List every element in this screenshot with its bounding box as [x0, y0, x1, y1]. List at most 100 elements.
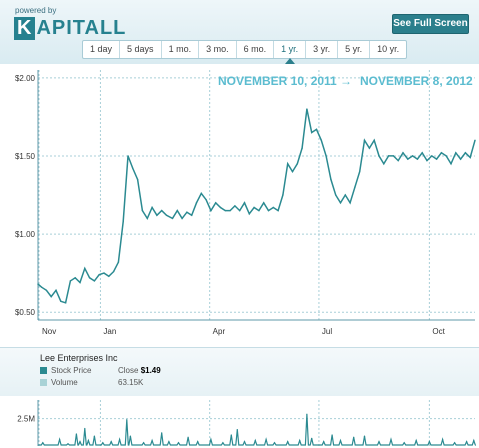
price-point — [330, 178, 332, 181]
volume-point — [84, 427, 86, 430]
y-tick-label: $1.50 — [15, 152, 36, 161]
price-point — [108, 275, 110, 277]
range-tab-3-yr[interactable]: 3 yr. — [306, 41, 339, 58]
range-tab-1-mo[interactable]: 1 mo. — [162, 41, 200, 58]
range-tab-5-yr[interactable]: 5 yr. — [338, 41, 371, 58]
volume-point — [143, 442, 145, 444]
see-full-screen-button[interactable]: See Full Screen — [392, 14, 469, 34]
price-point — [45, 289, 48, 291]
price-point — [335, 194, 337, 196]
price-series-line — [37, 108, 476, 304]
price-point — [455, 152, 457, 154]
volume-point — [79, 441, 81, 443]
price-point — [156, 214, 158, 216]
x-tick-label: Oct — [432, 327, 445, 336]
price-point — [373, 139, 375, 141]
range-selector: 1 day 5 days 1 mo. 3 mo. 6 mo. 1 yr. 3 yr. 5 yr… — [82, 40, 408, 64]
volume-point — [187, 436, 189, 438]
price-chart: $2.00 $1.50 $1.00 $0.50 Nov Jan Apr Jul Oct NOVEM… — [0, 64, 479, 347]
price-point — [186, 211, 188, 213]
kapitall-logo[interactable]: K APITALL — [14, 17, 126, 40]
close-label: Close — [118, 366, 139, 375]
date-range-start: NOVEMBER 10, 2011 — [218, 74, 337, 88]
volume-point — [168, 441, 170, 443]
header: powered by K APITALL See Full Screen 1 da… — [0, 0, 479, 64]
price-point — [383, 163, 385, 165]
x-tick-label: Jul — [322, 327, 332, 336]
y-tick-label: $0.50 — [15, 308, 36, 317]
volume-background — [0, 396, 479, 448]
price-point — [435, 158, 438, 160]
volume-point — [353, 436, 355, 438]
price-point — [445, 155, 447, 157]
price-point — [181, 217, 183, 220]
price-point — [69, 280, 72, 282]
volume-point — [151, 439, 153, 442]
volume-point — [415, 439, 417, 442]
price-point — [103, 272, 105, 274]
volume-point — [75, 433, 77, 435]
price-point — [325, 155, 327, 157]
price-point — [431, 155, 433, 157]
price-point — [464, 152, 467, 154]
range-tab-10-yr[interactable]: 10 yr. — [377, 44, 400, 54]
volume-point — [466, 441, 468, 443]
price-point — [258, 209, 260, 212]
price-point — [243, 202, 246, 204]
price-point — [416, 158, 419, 160]
price-point — [210, 209, 212, 212]
price-point — [253, 206, 255, 209]
legend-volume[interactable]: Volume 63.15K — [40, 378, 143, 387]
price-point — [354, 186, 356, 188]
powered-by-label: powered by — [15, 6, 57, 15]
range-tab-6-mo[interactable]: 6 mo. — [237, 41, 275, 58]
price-point — [141, 209, 144, 212]
range-tab-1-day[interactable]: 1 day — [83, 41, 121, 58]
price-point — [132, 167, 134, 170]
price-point — [98, 274, 100, 276]
price-point — [320, 139, 322, 141]
volume-point — [67, 443, 69, 445]
volume-point — [287, 441, 289, 443]
price-point — [176, 209, 178, 212]
volume-point — [210, 438, 212, 440]
price-point — [349, 202, 351, 204]
range-tab-5-days[interactable]: 5 days — [120, 41, 162, 58]
price-point — [296, 163, 298, 165]
volume-point — [222, 442, 224, 444]
volume-point — [119, 438, 121, 440]
price-point — [205, 199, 207, 201]
price-point — [378, 155, 380, 157]
range-tab-1-yr[interactable]: 1 yr. — [274, 41, 307, 64]
price-point — [37, 283, 39, 285]
volume-point — [306, 413, 308, 415]
volume-point — [403, 442, 405, 444]
logo-text: APITALL — [36, 17, 127, 39]
price-point — [440, 152, 443, 154]
y-tick-label: $1.00 — [15, 230, 36, 239]
close-readout: Close $1.49 — [118, 366, 161, 375]
price-point — [127, 155, 129, 157]
price-point — [301, 147, 303, 149]
price-point — [191, 214, 193, 216]
volume-point — [59, 438, 61, 440]
price-point — [426, 159, 428, 162]
stock-price-label: Stock Price — [51, 366, 92, 375]
volume-point — [129, 435, 131, 437]
legend-stock-price[interactable]: Stock Price Close $1.49 — [40, 366, 161, 375]
price-point — [397, 159, 399, 162]
range-tab-3-mo[interactable]: 3 mo. — [199, 41, 237, 58]
price-point — [234, 205, 236, 207]
close-value: $1.49 — [140, 366, 161, 375]
volume-point — [177, 442, 180, 444]
x-tick-label: Nov — [42, 327, 56, 336]
price-point — [136, 178, 139, 181]
price-point — [387, 155, 390, 157]
price-point — [161, 209, 163, 212]
price-point — [224, 209, 226, 212]
volume-point — [236, 429, 238, 431]
volume-point — [363, 435, 366, 437]
date-range-end: NOVEMBER 8, 2012 — [360, 74, 473, 88]
price-point — [359, 170, 361, 173]
price-point — [469, 156, 471, 159]
